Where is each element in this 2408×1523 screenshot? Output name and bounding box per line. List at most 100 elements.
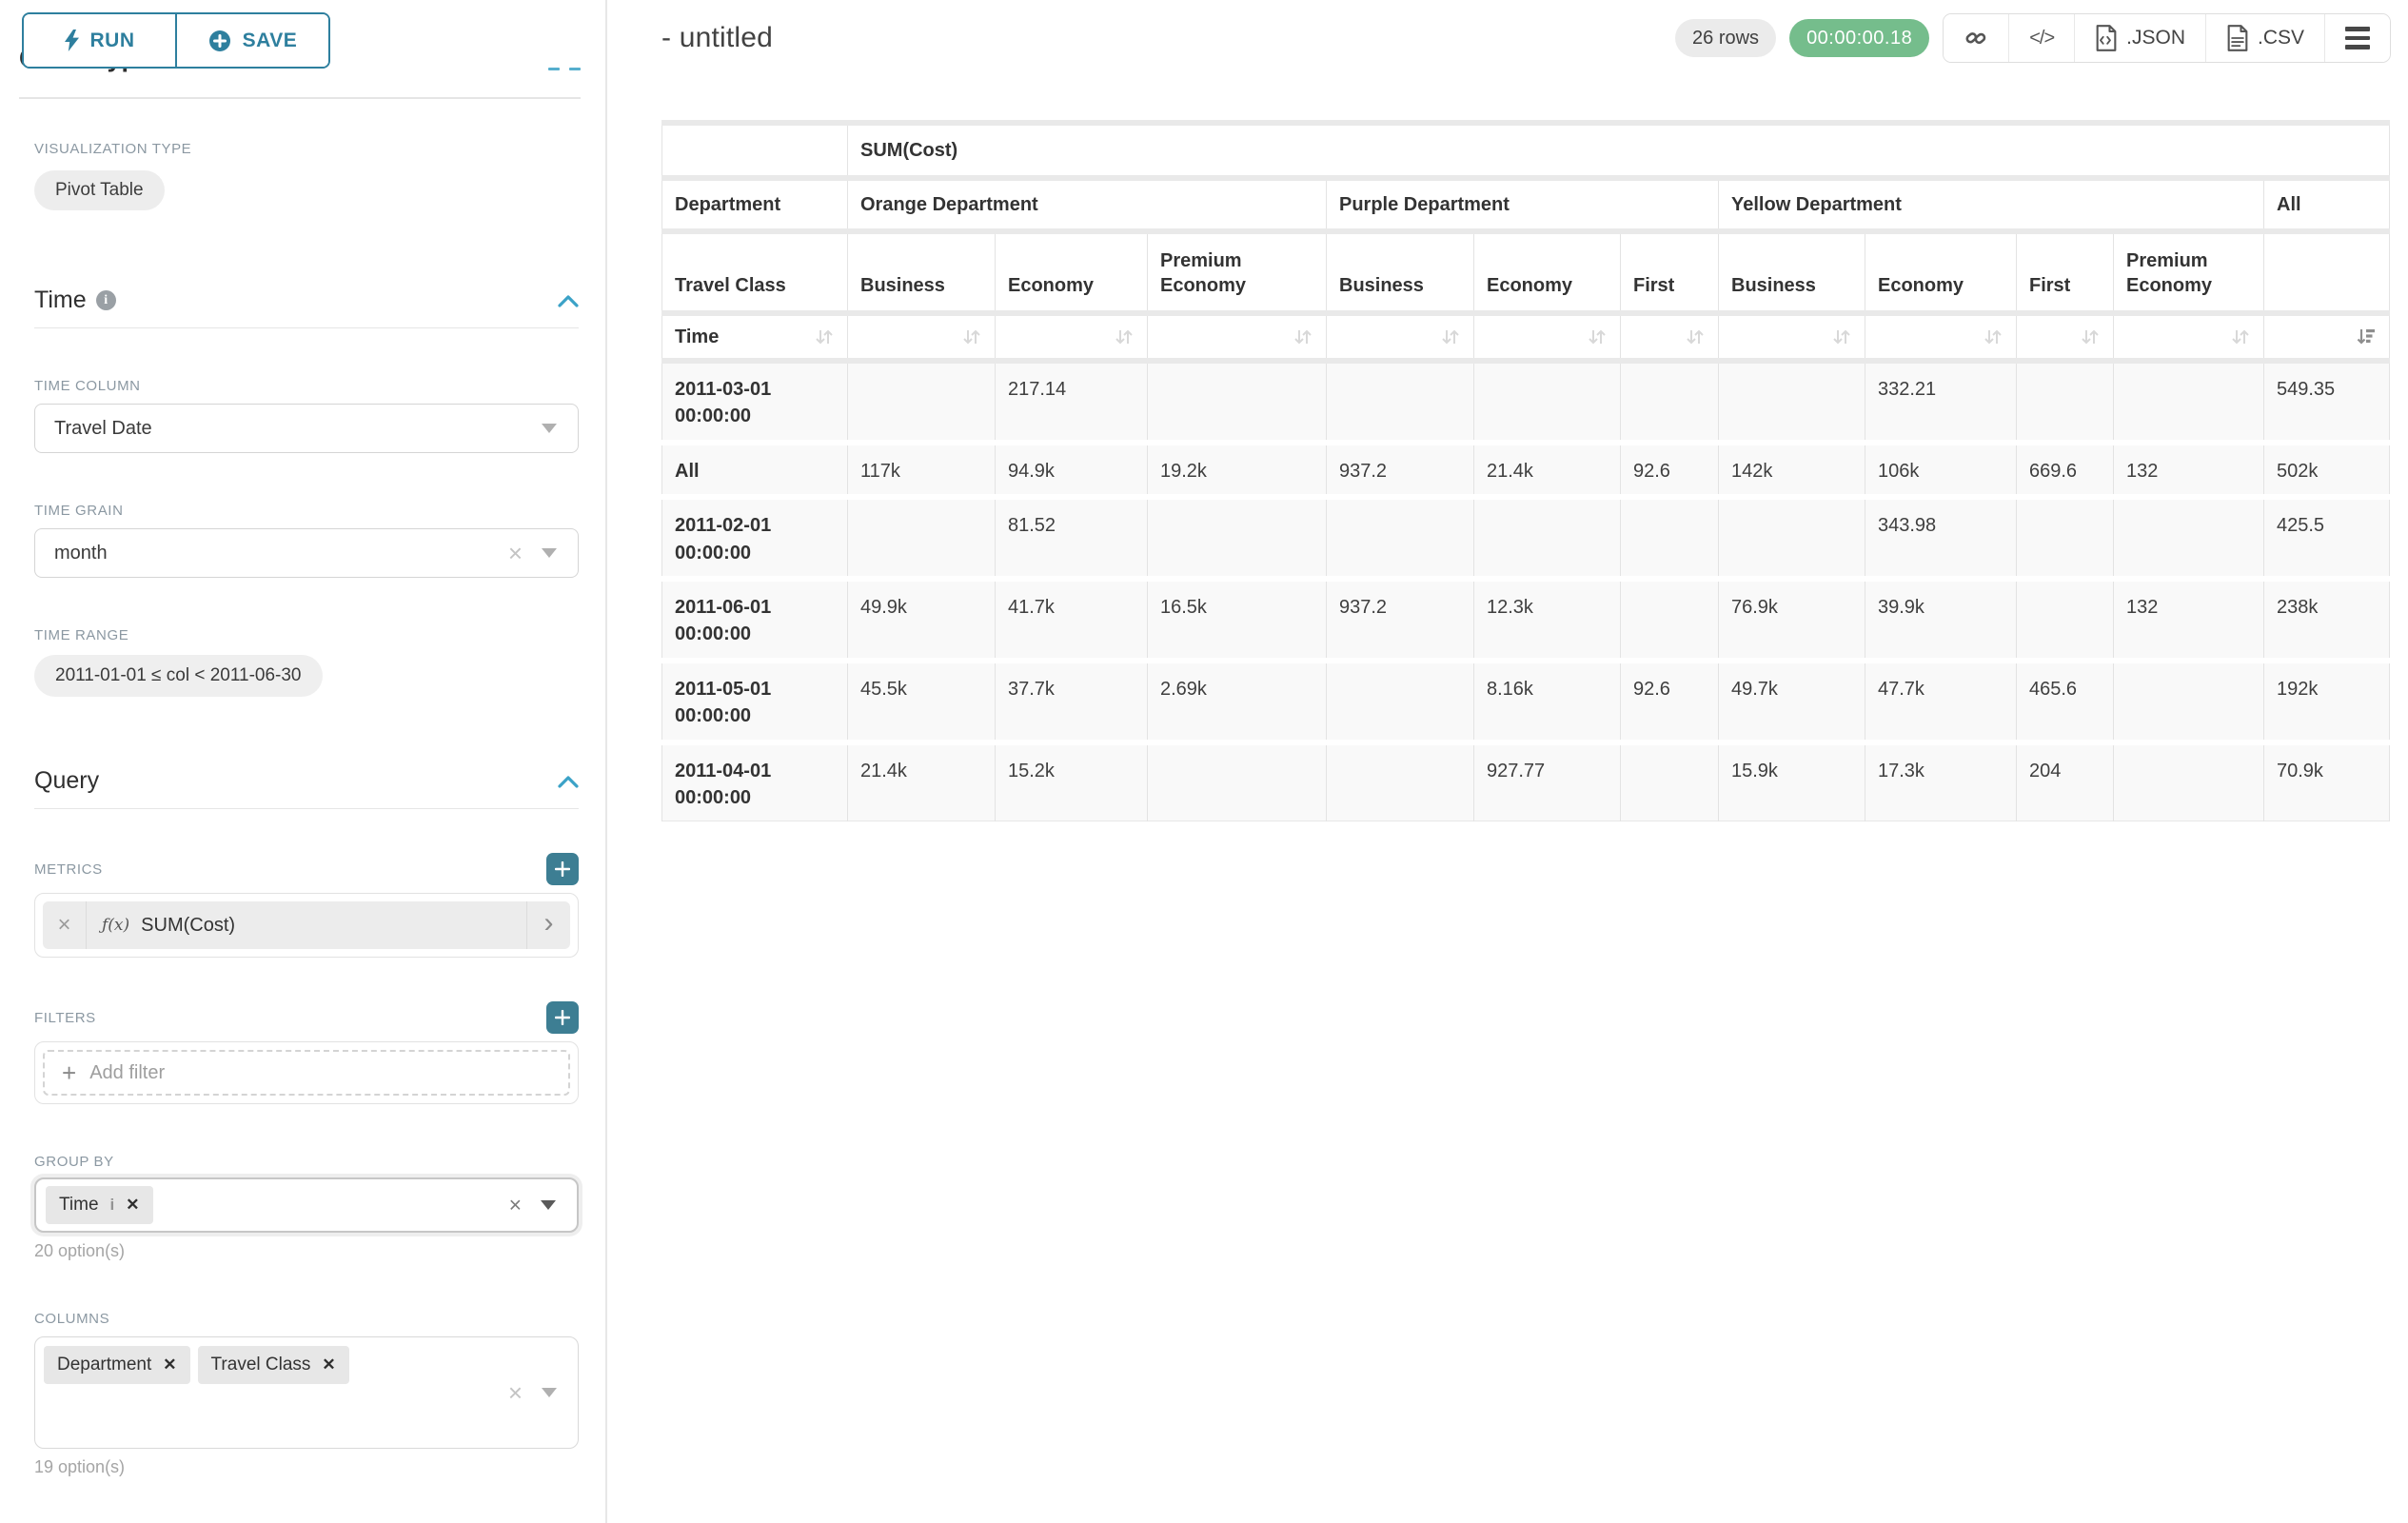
sortable-column-header	[1865, 313, 2017, 361]
info-icon: i	[109, 1196, 115, 1214]
metric-pill[interactable]: × ƒ(x) SUM(Cost) ›	[43, 901, 570, 949]
chevron-up-icon[interactable]	[558, 294, 579, 307]
chevron-up-icon[interactable]	[558, 775, 579, 788]
sort-icon[interactable]	[1983, 326, 2003, 347]
group-by-chip[interactable]: Time i ✕	[46, 1186, 153, 1224]
travel-class-header-row: Travel Class Business Economy Premium Econo…	[661, 231, 2390, 313]
sortable-column-header	[847, 313, 996, 361]
sort-icon[interactable]	[1587, 326, 1608, 347]
clear-icon[interactable]: ×	[507, 1378, 523, 1407]
sortable-column-header	[995, 313, 1148, 361]
remove-chip-icon[interactable]: ✕	[322, 1355, 336, 1374]
pivot-cell: 76.9k	[1718, 578, 1865, 661]
columns-chip-travel-class[interactable]: Travel Class ✕	[197, 1346, 349, 1384]
time-column-value: Travel Date	[54, 417, 152, 439]
sort-icon[interactable]	[961, 326, 982, 347]
pivot-cell: 142k	[1718, 442, 1865, 498]
pivot-cell: 19.2k	[1147, 442, 1327, 498]
pivot-cell	[1326, 361, 1474, 443]
pivot-cell: 15.2k	[995, 742, 1148, 821]
metric-header-row: SUM(Cost)	[661, 123, 2390, 178]
sort-icon[interactable]	[2230, 326, 2251, 347]
export-json-label: .JSON	[2126, 27, 2185, 49]
sort-icon[interactable]	[1831, 326, 1852, 347]
add-filter-plus-button[interactable]	[546, 1001, 579, 1034]
pivot-cell: 70.9k	[2263, 742, 2390, 821]
remove-metric-icon[interactable]: ×	[43, 901, 87, 949]
sort-icon[interactable]	[1440, 326, 1461, 347]
export-json-button[interactable]: .JSON	[2074, 14, 2205, 62]
pivot-cell: 37.7k	[995, 660, 1148, 742]
export-csv-button[interactable]: .CSV	[2204, 14, 2324, 62]
sort-icon[interactable]	[1293, 326, 1313, 347]
columns-chip-department[interactable]: Department ✕	[44, 1346, 190, 1384]
menu-button[interactable]	[2324, 14, 2390, 62]
pivot-cell	[847, 361, 996, 443]
code-icon: </>	[2029, 27, 2055, 49]
pivot-row: 2011-03-01 00:00:00 217.14 332.21 549.35	[661, 361, 2390, 443]
collapsed-chevron-remnant-icon	[548, 68, 560, 70]
add-filter-button[interactable]: + Add filter	[43, 1050, 570, 1096]
group-by-options-hint: 20 option(s)	[34, 1241, 126, 1260]
caret-down-icon	[542, 1388, 557, 1397]
caret-down-icon	[542, 548, 557, 558]
pivot-cell: 81.52	[995, 497, 1148, 579]
clear-icon[interactable]: ×	[507, 539, 523, 567]
save-label: SAVE	[242, 29, 298, 51]
time-range-value[interactable]: 2011-01-01 ≤ col < 2011-06-30	[34, 655, 323, 697]
sortable-column-header	[2016, 313, 2114, 361]
pivot-row: All 117k 94.9k 19.2k 937.2 21.4k 92.6 142k 106k 6…	[661, 442, 2390, 498]
sort-icon[interactable]	[1685, 326, 1706, 347]
pivot-cell	[2113, 361, 2264, 443]
clear-icon[interactable]: ×	[508, 1192, 522, 1217]
remove-chip-icon[interactable]: ✕	[163, 1355, 177, 1374]
embed-code-button[interactable]: </>	[2008, 14, 2075, 62]
group-by-select[interactable]: Time i ✕ ×	[34, 1177, 579, 1233]
save-button[interactable]: SAVE	[175, 14, 328, 67]
plus-icon	[555, 861, 570, 877]
pivot-cell	[1620, 578, 1719, 661]
pivot-cell	[1326, 742, 1474, 821]
add-metric-button[interactable]	[546, 853, 579, 885]
pivot-cell: 16.5k	[1147, 578, 1327, 661]
pivot-cell: 192k	[2263, 660, 2390, 742]
col-dimension-label: Department	[661, 178, 848, 231]
remove-chip-icon[interactable]: ✕	[126, 1196, 140, 1214]
time-column-select[interactable]: Travel Date	[34, 404, 579, 453]
run-button[interactable]: RUN	[24, 14, 175, 67]
pivot-cell: 12.3k	[1473, 578, 1621, 661]
sort-icon[interactable]	[814, 326, 835, 347]
expand-metric-icon[interactable]: ›	[526, 901, 570, 949]
sort-header-row: Time	[661, 313, 2390, 361]
pivot-cell: 41.7k	[995, 578, 1148, 661]
export-toolbar: </> .JSON	[1943, 13, 2391, 63]
chart-title[interactable]: - untitled	[661, 22, 774, 53]
pivot-cell: 15.9k	[1718, 742, 1865, 821]
caret-down-icon	[541, 1200, 556, 1210]
viz-type-value[interactable]: Pivot Table	[34, 170, 165, 210]
pivot-cell: 343.98	[1865, 497, 2017, 579]
share-link-button[interactable]	[1944, 14, 2009, 62]
time-grain-select[interactable]: month ×	[34, 528, 579, 578]
metrics-header-row: METRICS	[34, 853, 579, 885]
col-dimension-label: Travel Class	[661, 231, 848, 313]
pivot-cell	[1620, 742, 1719, 821]
run-save-button-group: RUN SAVE	[22, 12, 330, 69]
pivot-row-label: 2011-06-01 00:00:00	[661, 578, 848, 661]
sort-descending-icon[interactable]	[2356, 326, 2377, 347]
sortable-column-header	[2263, 313, 2390, 361]
sort-icon[interactable]	[2080, 326, 2101, 347]
columns-select[interactable]: Department ✕ Travel Class ✕ ×	[34, 1336, 579, 1449]
sort-icon[interactable]	[1114, 326, 1135, 347]
pivot-cell: 937.2	[1326, 442, 1474, 498]
pivot-cell: 49.9k	[847, 578, 996, 661]
file-lines-icon	[2227, 25, 2248, 51]
time-grain-value: month	[54, 542, 108, 564]
pivot-cell	[1718, 361, 1865, 443]
travel-class-header	[2263, 231, 2390, 313]
plus-icon	[555, 1010, 570, 1025]
pivot-table: SUM(Cost) Department Orange Department Purp…	[661, 120, 2390, 821]
time-section-header: Time i	[34, 287, 579, 314]
pivot-cell: 238k	[2263, 578, 2390, 661]
